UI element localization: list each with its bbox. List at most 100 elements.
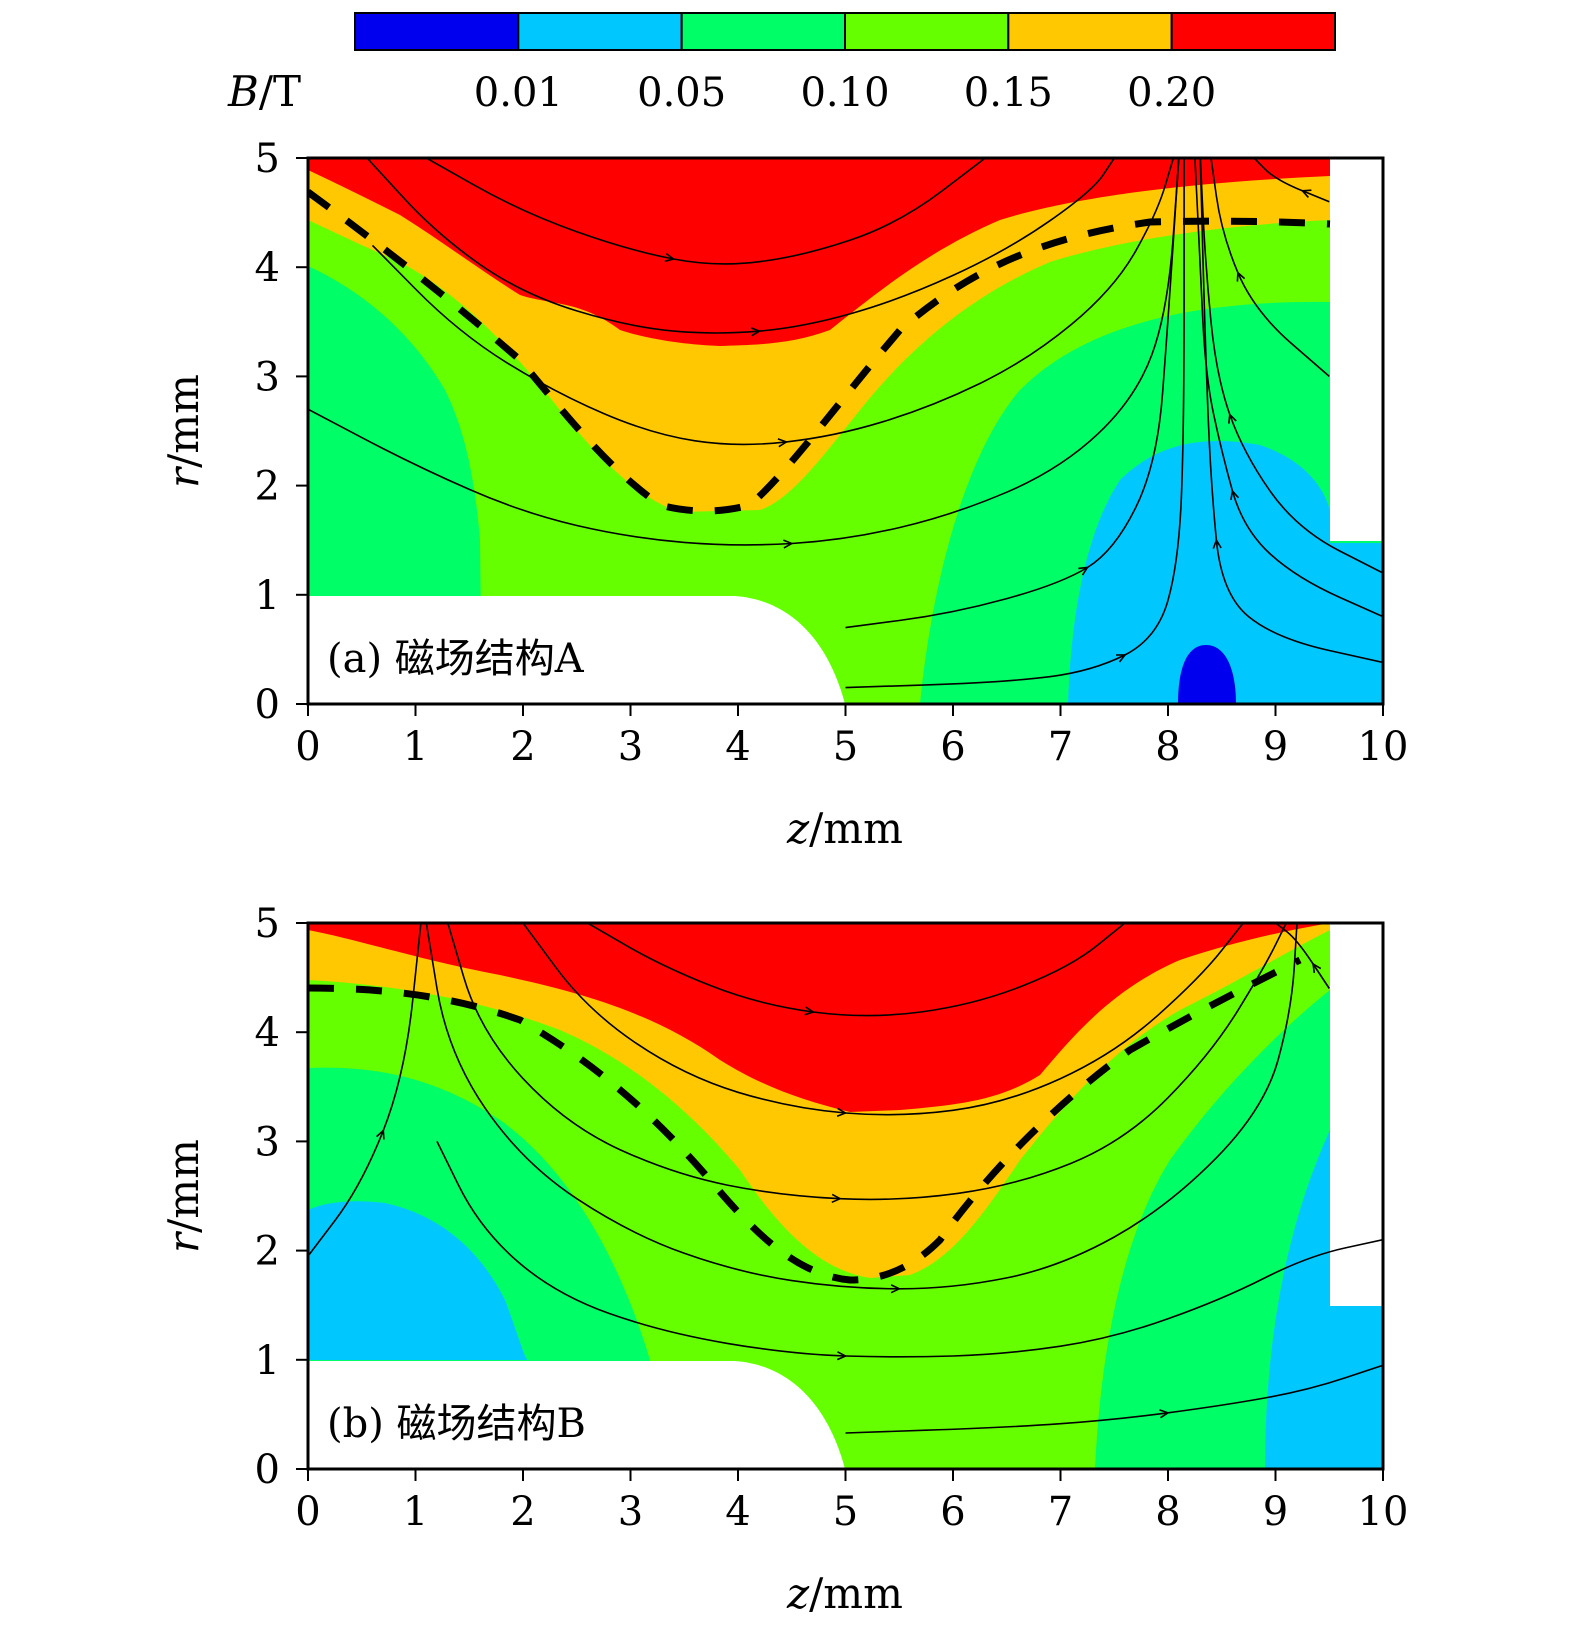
y-tick-label: 5 [255,136,280,182]
x-tick-label: 10 [1358,724,1409,770]
y-tick-label: 3 [255,1119,280,1165]
y-tick-label: 1 [255,573,280,619]
y-tick-label: 4 [255,1010,280,1056]
field-line-arrow [1300,189,1312,198]
panel-b-ylabel: r/mm [159,1139,208,1253]
panel-b-field-lines [308,923,1383,1434]
field-line [447,923,1288,1201]
field-line-arrow [1159,1409,1170,1419]
colorbar: B/T 0.01 0.05 0.10 0.15 0.20 [227,12,1336,116]
x-tick-label: 5 [833,724,858,770]
field-line [845,158,1180,629]
x-tick-label: 1 [403,1489,428,1535]
field-line [522,923,1244,1116]
field-line-arrow [1228,412,1237,424]
x-tick-label: 3 [618,724,643,770]
y-tick-label: 0 [255,1447,280,1493]
panel-b-axes: 0 1 2 3 4 5 6 7 8 9 10 0 1 2 3 4 5 [255,901,1409,1535]
field-line [845,158,1185,689]
panel-b-region-cyan-right [1265,1130,1383,1469]
panel-a-pole-notch [1330,158,1383,541]
field-line-arrow [777,438,789,448]
colorbar-tick-label: 0.01 [474,70,563,116]
colorbar-swatch [354,12,520,51]
y-tick-label: 3 [255,354,280,400]
field-line-arrow [1230,489,1240,501]
panel-a-region-blue [1178,645,1236,704]
colorbar-tick-label: 0.05 [637,70,726,116]
x-tick-label: 9 [1263,1489,1288,1535]
colorbar-swatch [517,12,683,51]
field-line-arrow [1312,962,1322,974]
x-tick-label: 9 [1263,724,1288,770]
y-tick-label: 0 [255,682,280,728]
panel-b: 0 1 2 3 4 5 6 7 8 9 10 0 1 2 3 4 5 (b) 磁场结构B z/mm r/mm [159,901,1408,1618]
field-line [425,923,1298,1290]
panel-b-xlabel: z/mm [786,1569,903,1618]
colorbar-title: B/T [227,67,301,116]
colorbar-tick-label: 0.15 [964,70,1053,116]
x-tick-label: 2 [510,724,535,770]
field-line-arrow [783,539,794,549]
x-tick-label: 2 [510,1489,535,1535]
field-line-arrow [890,1284,902,1294]
field-line-arrow [1078,566,1089,576]
x-tick-label: 0 [295,1489,320,1535]
field-line-arrow [376,1128,385,1140]
field-line [1199,158,1383,664]
x-tick-label: 7 [1048,724,1073,770]
field-line-arrow [750,327,762,337]
field-line-arrow [831,1193,842,1204]
panel-a-dashed-contour [308,189,1331,515]
panel-b-pole-notch [1330,923,1383,1306]
field-line [436,1141,1383,1358]
colorbar-swatch [680,12,847,51]
y-tick-label: 5 [255,901,280,947]
field-line [1194,158,1383,618]
x-tick-label: 4 [725,724,750,770]
panel-b-region-cyan-left [308,1201,528,1360]
field-line-arrow [836,1351,848,1361]
panel-a-field-lines [308,158,1383,689]
field-line [308,158,1180,546]
panel-a-ylabel: r/mm [159,374,208,488]
colorbar-swatches [354,12,1336,51]
panel-a-axes: 0 1 2 3 4 5 6 7 8 9 10 0 1 2 3 4 5 [255,136,1409,770]
colorbar-swatch [1007,12,1173,51]
panel-b-region-red [308,923,1330,1112]
panel-a-core-shape [308,596,845,704]
x-tick-label: 10 [1358,1489,1409,1535]
x-tick-label: 4 [725,1489,750,1535]
panel-b-core-shape [308,1361,845,1469]
field-line-arrow [836,1107,848,1118]
y-tick-label: 2 [255,464,280,510]
panel-a-label: (a) 磁场结构A [327,636,585,682]
panel-a-region-red [308,158,1330,346]
field-line-arrow [1212,538,1222,549]
y-tick-label: 2 [255,1229,280,1275]
field-line-arrow [1236,271,1246,282]
x-tick-label: 3 [618,1489,643,1535]
x-tick-label: 5 [833,1489,858,1535]
x-tick-label: 8 [1155,724,1180,770]
field-line [587,923,1126,1017]
colorbar-tick-label: 0.20 [1127,70,1216,116]
colorbar-swatch [1170,12,1336,51]
x-tick-label: 6 [940,1489,965,1535]
colorbar-tick-labels: 0.01 0.05 0.10 0.15 0.20 [474,70,1216,116]
x-tick-label: 8 [1155,1489,1180,1535]
panel-a-xlabel: z/mm [786,804,903,853]
colorbar-swatch [844,12,1010,51]
panel-b-label: (b) 磁场结构B [327,1401,586,1447]
x-tick-label: 7 [1048,1489,1073,1535]
field-line [425,158,986,265]
x-tick-label: 0 [295,724,320,770]
x-tick-label: 6 [940,724,965,770]
panel-b-dashed-contour [308,956,1302,1284]
field-line [845,1364,1383,1434]
field-line-arrow [804,1006,816,1016]
y-tick-label: 1 [255,1338,280,1384]
panel-a: 0 1 2 3 4 5 6 7 8 9 10 0 1 2 3 4 5 (a) 磁场结构A z/mm r/mm [159,136,1408,853]
colorbar-tick-label: 0.10 [800,70,889,116]
